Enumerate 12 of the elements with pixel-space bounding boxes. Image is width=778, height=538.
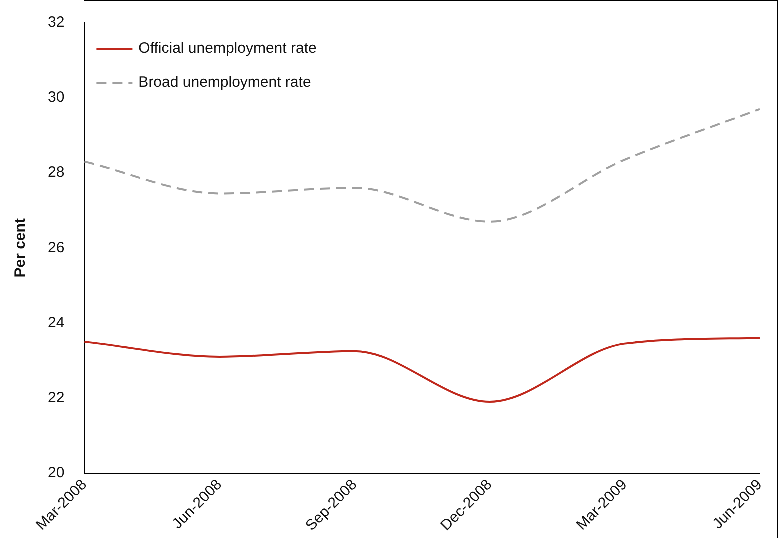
line-series bbox=[84, 108, 761, 223]
y-tick-label: 20 bbox=[48, 464, 65, 482]
y-tick-label: 26 bbox=[48, 239, 65, 256]
legend-label: Broad unemployment rate bbox=[138, 74, 312, 92]
y-tick-label: 24 bbox=[48, 314, 65, 332]
legend-label: Official unemployment rate bbox=[138, 40, 317, 58]
y-tick-label: 28 bbox=[48, 164, 65, 182]
y-tick-label: 22 bbox=[48, 389, 65, 406]
line-series bbox=[84, 337, 761, 403]
y-tick-label: 32 bbox=[48, 14, 65, 32]
y-axis-title: Per cent bbox=[12, 218, 30, 278]
y-tick-label: 30 bbox=[48, 89, 65, 106]
